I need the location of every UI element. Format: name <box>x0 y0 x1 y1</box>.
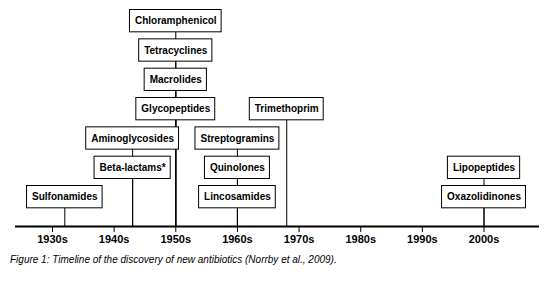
svg-text:1940s: 1940s <box>99 233 130 245</box>
svg-text:Streptogramins: Streptogramins <box>200 133 274 144</box>
svg-text:Quinolones: Quinolones <box>210 162 265 173</box>
svg-text:1990s: 1990s <box>407 233 438 245</box>
svg-text:Aminoglycosides: Aminoglycosides <box>91 133 174 144</box>
svg-text:Oxazolidinones: Oxazolidinones <box>447 191 521 202</box>
svg-text:Tetracyclines: Tetracyclines <box>144 45 208 56</box>
html-text:Figure 1: Timeline of the disc: Figure 1: Timeline of the discovery of n… <box>10 254 337 265</box>
svg-text:1930s: 1930s <box>37 233 68 245</box>
svg-text:Beta-lactams*: Beta-lactams* <box>100 162 166 173</box>
svg-text:1960s: 1960s <box>222 233 253 245</box>
svg-text:2000s: 2000s <box>469 233 500 245</box>
svg-text:Macrolides: Macrolides <box>150 74 203 85</box>
svg-text:Lincosamides: Lincosamides <box>204 191 271 202</box>
svg-text:Trimethoprim: Trimethoprim <box>255 103 319 114</box>
svg-text:1970s: 1970s <box>284 233 315 245</box>
svg-text:1950s: 1950s <box>160 233 191 245</box>
svg-text:Lipopeptides: Lipopeptides <box>453 162 516 173</box>
svg-text:Glycopeptides: Glycopeptides <box>141 103 210 114</box>
svg-text:Chloramphenicol: Chloramphenicol <box>135 15 217 26</box>
svg-text:Sulfonamides: Sulfonamides <box>32 191 98 202</box>
svg-text:1980s: 1980s <box>345 233 376 245</box>
